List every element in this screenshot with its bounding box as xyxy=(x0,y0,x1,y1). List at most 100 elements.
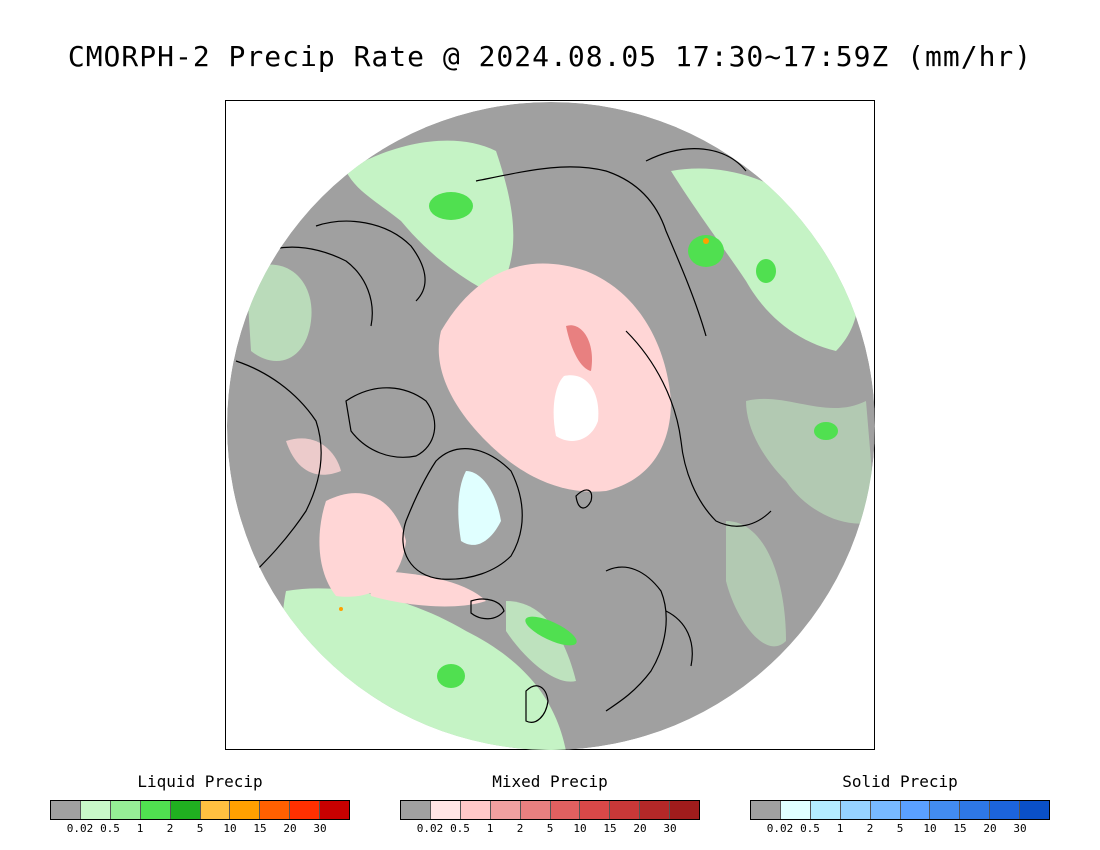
liquid-area-canada-west xyxy=(246,264,312,361)
mixed-precip-cores xyxy=(566,325,592,371)
polar-map-svg xyxy=(227,102,875,750)
coast-iceland xyxy=(470,598,505,620)
legend-solid-title: Solid Precip xyxy=(842,772,958,791)
legend-tick-label: 20 xyxy=(633,822,647,835)
legend-tick-label: 0.5 xyxy=(450,822,470,835)
liquid-heavy-1 xyxy=(703,238,709,244)
legend-tick-label: 2 xyxy=(516,822,524,835)
liquid-core-3 xyxy=(525,616,577,646)
legend-liquid: Liquid Precip 0.02 0.5 1 2 5 10 15 20 30 xyxy=(50,772,350,836)
legend-liquid-title: Liquid Precip xyxy=(137,772,263,791)
legend-swatch xyxy=(670,801,700,819)
solid-precip-areas xyxy=(458,471,501,545)
legend-swatch xyxy=(1020,801,1050,819)
legend-tick-label: 5 xyxy=(196,822,204,835)
liquid-area-west-russia xyxy=(746,398,875,524)
legend-swatch xyxy=(580,801,611,819)
legend-swatch xyxy=(51,801,81,819)
legend-swatch xyxy=(550,801,581,819)
mixed-precip-areas xyxy=(286,263,671,607)
legend-swatch xyxy=(110,801,141,819)
liquid-precip-cores xyxy=(429,192,838,688)
coast-scandinavia xyxy=(605,566,693,712)
mixed-core-1 xyxy=(566,325,592,371)
coast-canada-archipelago xyxy=(345,387,436,458)
legend-tick-label: 10 xyxy=(923,822,937,835)
legend-tick-label: 0.02 xyxy=(766,822,794,835)
solid-area-greenland xyxy=(458,471,501,545)
legend-swatch xyxy=(810,801,841,819)
liquid-core-2 xyxy=(688,235,724,267)
legend-tick-label: 20 xyxy=(983,822,997,835)
legend-tick-label: 15 xyxy=(953,822,967,835)
precip-map xyxy=(225,100,875,750)
legend-tick-label: 0.02 xyxy=(66,822,94,835)
liquid-area-scandinavia-coast xyxy=(506,601,576,682)
legend-swatch xyxy=(751,801,781,819)
legend-swatch xyxy=(320,801,350,819)
legend-solid: Solid Precip 0.02 0.5 1 2 5 10 15 20 30 xyxy=(750,772,1050,836)
legend-mixed-colorbar xyxy=(400,800,700,820)
legend-swatch xyxy=(900,801,931,819)
legend-tick-label: 30 xyxy=(1013,822,1027,835)
legend-swatch xyxy=(930,801,961,819)
coast-alaska xyxy=(315,220,426,302)
legend-swatch xyxy=(610,801,641,819)
legend-swatch xyxy=(80,801,111,819)
legend-tick-label: 5 xyxy=(896,822,904,835)
liquid-area-north-pacific xyxy=(346,140,514,296)
coast-siberia xyxy=(475,148,747,337)
mixed-area-arctic-ocean xyxy=(438,263,671,492)
mixed-area-greenland-sea xyxy=(319,493,406,597)
legend-liquid-ticks: 0.02 0.5 1 2 5 10 15 20 30 xyxy=(50,822,350,836)
liquid-heavy-2 xyxy=(339,607,343,611)
legend-swatch xyxy=(430,801,461,819)
legend-tick-label: 5 xyxy=(546,822,554,835)
legend-swatch xyxy=(230,801,261,819)
legend-swatch xyxy=(640,801,671,819)
legend-swatch xyxy=(990,801,1021,819)
legend-liquid-colorbar xyxy=(50,800,350,820)
legend-swatch xyxy=(460,801,491,819)
liquid-core-5 xyxy=(814,422,838,440)
legend-swatch xyxy=(520,801,551,819)
legend-swatch xyxy=(140,801,171,819)
legend-swatch xyxy=(260,801,291,819)
legend-tick-label: 15 xyxy=(603,822,617,835)
legend-tick-label: 20 xyxy=(283,822,297,835)
legend-tick-label: 30 xyxy=(663,822,677,835)
liquid-area-europe-east xyxy=(726,521,786,647)
coast-uk xyxy=(525,685,549,723)
pole-blank-area xyxy=(553,375,599,441)
mixed-area-baffin xyxy=(286,438,341,475)
mixed-area-denmark-strait xyxy=(366,571,486,607)
liquid-core-1 xyxy=(429,192,473,220)
legend-swatch xyxy=(200,801,231,819)
legend-tick-label: 2 xyxy=(166,822,174,835)
legend-swatch xyxy=(401,801,431,819)
legend-mixed: Mixed Precip 0.02 0.5 1 2 5 10 15 20 30 xyxy=(400,772,700,836)
legend-tick-label: 1 xyxy=(486,822,494,835)
legend-tick-label: 2 xyxy=(866,822,874,835)
legend-swatch xyxy=(170,801,201,819)
liquid-precip-heavy xyxy=(339,238,709,611)
legend-solid-colorbar xyxy=(750,800,1050,820)
legend-swatch xyxy=(290,801,321,819)
legend-tick-label: 1 xyxy=(836,822,844,835)
coast-greenland xyxy=(402,448,523,580)
legend-solid-ticks: 0.02 0.5 1 2 5 10 15 20 30 xyxy=(750,822,1050,836)
coast-russia-north xyxy=(625,330,772,527)
legend-tick-label: 0.02 xyxy=(416,822,444,835)
legend-tick-label: 10 xyxy=(223,822,237,835)
legend-mixed-title: Mixed Precip xyxy=(492,772,608,791)
coast-novaya-zemlya xyxy=(575,489,593,509)
legend-tick-label: 15 xyxy=(253,822,267,835)
liquid-core-4 xyxy=(437,664,465,688)
legend-swatch xyxy=(490,801,521,819)
liquid-core-6 xyxy=(756,259,776,283)
legend-tick-label: 0.5 xyxy=(100,822,120,835)
legend-tick-label: 30 xyxy=(313,822,327,835)
legend-swatch xyxy=(870,801,901,819)
legend-swatch xyxy=(840,801,871,819)
legend-swatch xyxy=(780,801,811,819)
